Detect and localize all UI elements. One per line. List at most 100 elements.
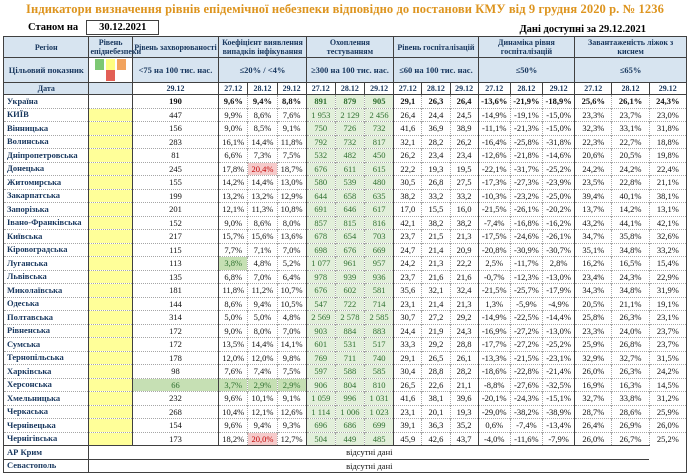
cell-incidence: 154 bbox=[131, 418, 219, 432]
cell-detection: 14,4% bbox=[247, 337, 278, 351]
region-name: Чернівецька bbox=[3, 418, 89, 432]
target-incidence: <75 на 100 тис. нас. bbox=[131, 57, 220, 83]
cell-dynamics: 2,8% bbox=[541, 256, 575, 270]
cell-testing: 810 bbox=[363, 377, 394, 392]
cell-testing: 676 bbox=[305, 283, 336, 297]
cell-detection: 11,2% bbox=[247, 283, 278, 297]
table-row: АР Крим відсутні дані bbox=[3, 445, 687, 459]
cell-detection: 6,4% bbox=[276, 269, 307, 284]
cell-testing: 580 bbox=[305, 175, 336, 189]
cell-detection: 10,5% bbox=[276, 296, 307, 311]
cell-detection: 7,3% bbox=[247, 148, 278, 162]
cell-hospitalization: 33,2 bbox=[421, 188, 450, 203]
cell-detection: 8,0% bbox=[276, 215, 307, 230]
cell-detection: 14,4% bbox=[247, 134, 278, 149]
data-available-label: Дані доступні за bbox=[519, 24, 597, 35]
cell-hospitalization: 26,2 bbox=[449, 134, 479, 149]
cell-testing: 644 bbox=[305, 188, 336, 203]
cell-hospitalization: 26,8 bbox=[421, 175, 450, 189]
cell-detection: 7,1% bbox=[247, 242, 278, 257]
region-name: Рівненська bbox=[3, 323, 89, 338]
target-row-label: Цільовий показник bbox=[2, 57, 90, 83]
cell-hospitalization: 30,7 bbox=[393, 310, 422, 324]
cell-beds: 24,3% bbox=[611, 269, 650, 284]
table-row: Севастополь відсутні дані bbox=[3, 458, 687, 473]
date-danger-empty bbox=[88, 82, 133, 95]
target-detection: ≤20% / <4% bbox=[218, 57, 307, 83]
cell-incidence: 113 bbox=[131, 256, 219, 270]
cell-hospitalization: 29,1 bbox=[393, 94, 422, 108]
cell-detection: 3,8% bbox=[218, 256, 248, 270]
cell-beds: 33,1% bbox=[611, 121, 650, 135]
region-name: КИЇВ bbox=[3, 107, 89, 122]
region-name: Чернігівська bbox=[3, 431, 89, 446]
cell-detection: 7,5% bbox=[276, 148, 307, 162]
cell-dynamics: -13,3% bbox=[477, 350, 511, 365]
cell-detection: 9,1% bbox=[276, 121, 307, 135]
cell-testing: 711 bbox=[334, 350, 365, 365]
cell-testing: 698 bbox=[305, 242, 336, 257]
cell-hospitalization: 22,2 bbox=[393, 161, 422, 176]
data-available-date: 29.12.2021 bbox=[598, 24, 646, 35]
table-row: Україна 190 9,6% 9,4% 8,8% 891 879 905 29,1 26,3 2… bbox=[3, 94, 687, 108]
cell-beds: 16,2% bbox=[574, 256, 612, 270]
cell-dynamics: -14,6% bbox=[541, 148, 575, 162]
cell-detection: 12,6% bbox=[276, 404, 307, 419]
cell-dynamics: -19,1% bbox=[509, 107, 543, 122]
cell-detection: 15,7% bbox=[218, 229, 248, 243]
cell-detection: 13,2% bbox=[247, 188, 278, 203]
region-name: Хмельницька bbox=[3, 391, 89, 405]
cell-beds: 14,2% bbox=[611, 202, 650, 216]
cell-beds: 43,2% bbox=[574, 215, 612, 230]
cell-dynamics: -18,6% bbox=[477, 364, 511, 378]
cell-beds: 23,0% bbox=[648, 107, 687, 122]
cell-testing: 449 bbox=[334, 431, 365, 446]
cell-dynamics: -20,2% bbox=[541, 202, 575, 216]
cell-hospitalization: 26,1 bbox=[449, 350, 479, 365]
cell-detection: 10,1% bbox=[247, 391, 278, 405]
table-row: Кіровоградська 115 7,7% 7,1% 7,0% 698 676 669 24… bbox=[3, 242, 687, 257]
cell-testing: 531 bbox=[334, 337, 365, 351]
danger-level-cell bbox=[88, 107, 133, 122]
cell-hospitalization: 19,3 bbox=[421, 161, 450, 176]
cell-testing: 588 bbox=[334, 364, 365, 378]
cell-detection: 11,8% bbox=[218, 283, 248, 297]
header-row-groups: Регіон Рівень епіднебезпеки Рівень захво… bbox=[2, 36, 687, 58]
cell-hospitalization: 38,9 bbox=[449, 121, 479, 135]
cell-hospitalization: 28,8 bbox=[449, 337, 479, 351]
cell-dynamics: -27,2% bbox=[509, 337, 543, 351]
cell-dynamics: -38,2% bbox=[509, 404, 543, 419]
cell-dynamics: -8,8% bbox=[477, 377, 511, 392]
no-data-cell: відсутні дані bbox=[88, 458, 650, 473]
cell-dynamics: -20,8% bbox=[477, 242, 511, 257]
cell-beds: 22,3% bbox=[574, 134, 612, 149]
cell-dynamics: -11,7% bbox=[509, 256, 543, 270]
region-name: Донецька bbox=[3, 161, 89, 176]
cell-dynamics: -16,8% bbox=[509, 215, 543, 230]
cell-dynamics: -5,9% bbox=[509, 296, 543, 311]
date-cell: 28.12 bbox=[509, 82, 544, 95]
danger-level-cell bbox=[88, 229, 133, 243]
cell-testing: 601 bbox=[305, 337, 336, 351]
cell-dynamics: -17,7% bbox=[477, 337, 511, 351]
target-hospitalization: ≤60 на 100 тис. нас. bbox=[393, 57, 479, 83]
cell-testing: 1 006 bbox=[334, 404, 365, 419]
cell-beds: 24,2% bbox=[648, 364, 687, 378]
region-name: Черкаська bbox=[3, 404, 89, 419]
cell-dynamics: -14,9% bbox=[477, 107, 511, 122]
cell-dynamics: -20,1% bbox=[477, 391, 511, 405]
cell-dynamics: -16,9% bbox=[477, 323, 511, 338]
cell-hospitalization: 32,1 bbox=[421, 283, 450, 297]
cell-beds: 31,8% bbox=[648, 121, 687, 135]
table-row: Сумська 172 13,5% 14,4% 14,1% 601 531 517 33,3 29… bbox=[3, 337, 687, 351]
cell-detection: 12,7% bbox=[276, 431, 307, 446]
cell-testing: 504 bbox=[305, 431, 336, 446]
cell-beds: 16,5% bbox=[611, 256, 650, 270]
table-row: Житомирська 155 14,2% 14,4% 13,0% 580 539 480 30… bbox=[3, 175, 687, 189]
cell-dynamics: -13,0% bbox=[541, 323, 575, 338]
cell-testing: 585 bbox=[363, 364, 394, 378]
table-row: Черкаська 268 10,4% 12,1% 12,6% 1 114 1 006 1 0… bbox=[3, 404, 687, 419]
cell-beds: 23,7% bbox=[611, 107, 650, 122]
as-of-label: Станом на bbox=[28, 22, 79, 33]
cell-detection: 11,3% bbox=[247, 202, 278, 216]
